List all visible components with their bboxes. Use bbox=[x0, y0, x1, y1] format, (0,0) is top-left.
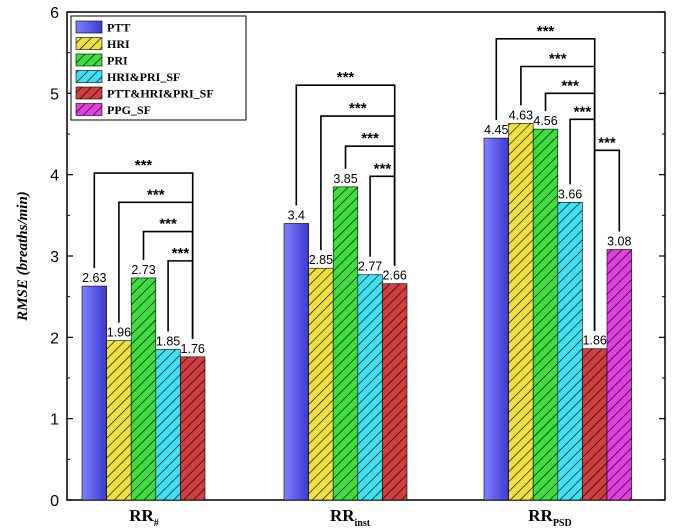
y-tick-label: 0 bbox=[50, 493, 59, 510]
bars-layer bbox=[81, 123, 632, 501]
bar-ptt-hri-pri-sf bbox=[582, 348, 608, 501]
legend-label: PTT bbox=[107, 21, 130, 35]
bar-ptt-hri-pri-sf bbox=[180, 356, 206, 501]
bar-value-label: 1.76 bbox=[181, 342, 205, 356]
y-tick-label: 6 bbox=[50, 5, 59, 22]
bar-ptt-hri-pri-sf bbox=[382, 283, 408, 501]
significance-stars: *** bbox=[598, 134, 616, 151]
bar-value-label: 4.45 bbox=[484, 123, 508, 137]
bar-value-label: 3.4 bbox=[288, 208, 305, 222]
bar-ptt bbox=[81, 285, 107, 501]
significance-bracket bbox=[593, 149, 621, 331]
bar-ptt bbox=[283, 223, 309, 501]
bar-ptt bbox=[483, 137, 509, 501]
bar-value-label: 3.66 bbox=[558, 187, 582, 201]
significance-stars: *** bbox=[361, 130, 379, 147]
bar-hri bbox=[508, 123, 534, 501]
legend-label: HRI&PRI_SF bbox=[107, 70, 180, 84]
bar-value-label: 2.85 bbox=[309, 253, 333, 267]
bar-hri bbox=[308, 267, 334, 501]
bar-value-labels: 2.63 3.4 4.45 1.96 2.85 4.63 2.73 3.85 4.56 1.85 2… bbox=[82, 108, 631, 355]
bar-value-label: 4.56 bbox=[533, 114, 557, 128]
significance-stars: *** bbox=[549, 50, 567, 67]
bar-pri bbox=[332, 186, 359, 501]
bar-value-label: 2.66 bbox=[383, 269, 407, 283]
x-category-label: RRPSD bbox=[528, 506, 571, 529]
significance-stars: *** bbox=[374, 160, 392, 177]
significance-stars: *** bbox=[172, 245, 190, 262]
y-tick-label: 5 bbox=[50, 86, 59, 103]
legend-swatch bbox=[75, 37, 103, 50]
legend-swatch bbox=[75, 20, 103, 34]
legend-label: HRI bbox=[107, 37, 130, 51]
significance-stars: *** bbox=[159, 216, 177, 233]
legend-swatch bbox=[75, 53, 103, 67]
legend-label: PRI bbox=[107, 54, 128, 68]
y-tick-label: 1 bbox=[50, 412, 59, 429]
significance-bracket bbox=[167, 260, 194, 339]
bar-value-label: 1.85 bbox=[156, 335, 180, 349]
bar-ppg-sf bbox=[606, 249, 632, 501]
bar-hri-pri-sf bbox=[557, 202, 583, 501]
bar-value-label: 2.63 bbox=[82, 271, 106, 285]
bar-value-label: 4.63 bbox=[509, 108, 533, 122]
legend-swatch bbox=[75, 70, 103, 83]
bar-value-label: 3.08 bbox=[607, 234, 631, 248]
significance-stars: *** bbox=[349, 100, 367, 117]
significance-stars: *** bbox=[147, 186, 165, 203]
bar-hri-pri-sf bbox=[357, 274, 383, 501]
legend: PTT HRI PRI HRI&PRI_SF PTT&HRI&PRI_SF PPG_SF bbox=[70, 15, 247, 121]
bar-pri bbox=[130, 277, 157, 501]
significance-stars: *** bbox=[561, 77, 579, 94]
y-tick-label: 3 bbox=[50, 249, 59, 266]
y-axis-title: RMSE (breaths/min) bbox=[15, 191, 31, 322]
significance-brackets: *** *** *** *** *** *** *** *** *** *** *** *** *** bbox=[93, 23, 621, 339]
x-category-label: RR# bbox=[129, 506, 159, 529]
bar-hri-pri-sf bbox=[155, 349, 181, 501]
x-category-label: RRinst bbox=[330, 506, 371, 529]
bar-value-label: 1.86 bbox=[583, 334, 607, 348]
x-axis-categories: RR# RRinst RRPSD bbox=[129, 506, 572, 529]
bar-pri bbox=[532, 128, 559, 501]
legend-swatch bbox=[75, 86, 103, 100]
y-tick-label: 4 bbox=[50, 168, 59, 185]
legend-box bbox=[70, 15, 247, 121]
significance-stars: *** bbox=[537, 23, 555, 40]
bar-value-label: 2.73 bbox=[131, 263, 155, 277]
significance-stars: *** bbox=[574, 103, 592, 120]
bar-value-label: 1.96 bbox=[107, 326, 131, 340]
bar-hri bbox=[106, 340, 132, 501]
significance-stars: *** bbox=[135, 157, 153, 174]
significance-stars: *** bbox=[337, 69, 355, 86]
legend-swatch bbox=[75, 103, 103, 116]
bar-value-label: 3.85 bbox=[333, 172, 357, 186]
legend-label: PTT&HRI&PRI_SF bbox=[107, 87, 214, 101]
significance-bracket bbox=[369, 175, 396, 266]
bar-value-label: 2.77 bbox=[358, 260, 382, 274]
legend-label: PPG_SF bbox=[107, 103, 151, 117]
y-axis: 0 1 2 3 4 5 6 bbox=[50, 5, 665, 510]
y-tick-label: 2 bbox=[50, 330, 59, 347]
